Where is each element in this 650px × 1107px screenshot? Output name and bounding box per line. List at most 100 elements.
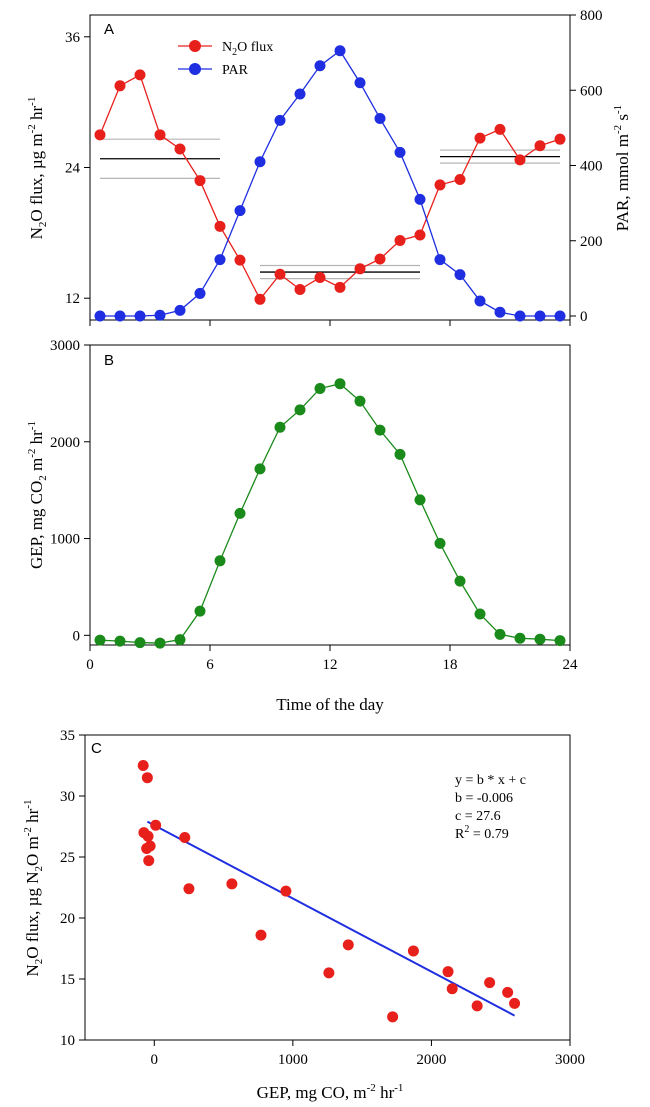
panel-b: B 0 6 12 18 24 0 1000 2000 3000 GEP, mg CO2 m-2 … [26,338,578,714]
data-point [454,575,466,587]
panel-b-x-tick-label: 18 [443,657,458,673]
data-point [514,154,526,166]
data-point [94,129,106,141]
scatter-point [143,855,155,867]
data-point [194,287,206,299]
data-point [534,633,546,645]
panel-a-right-tick-label: 600 [580,83,603,99]
data-point [294,404,306,416]
data-point [134,310,146,322]
panel-a-letter: A [104,21,114,38]
panel-c-y-tick-label: 10 [60,1033,75,1049]
panel-a: A 12 24 36 0 200 400 600 800 N2O flux PAR N2O f… [26,8,632,326]
data-point [334,378,346,390]
panel-a-left-tick-label: 12 [65,291,80,307]
panel-c-ylabel: N2O flux, µg N2O m-2 hr-1 [22,799,45,976]
legend: N2O flux PAR [178,40,273,78]
panel-c-x-tick-label: 0 [151,1052,159,1068]
data-point [234,205,246,217]
data-point [174,143,186,155]
data-point [374,424,386,436]
data-point [214,555,226,567]
panel-c: C 0 1000 2000 3000 10 15 20 25 30 35 y = b * x + … [22,728,585,1102]
data-point [494,628,506,640]
scatter-point [150,819,162,831]
data-point [374,112,386,124]
panel-b-ylabel: GEP, mg CO2 m-2 hr-1 [26,421,49,569]
scatter-point [342,939,354,951]
data-point [494,123,506,135]
data-point [314,60,326,72]
panel-a-right-ylabel: PAR, mmol m-2 s-1 [612,105,632,231]
scatter-point [137,760,149,771]
panel-c-y-tick-label: 15 [60,972,75,988]
data-point [274,114,286,126]
data-point [414,229,426,241]
data-point [314,383,326,395]
scatter-point [502,986,514,998]
data-point [434,179,446,191]
data-point [394,448,406,460]
scatter-point [179,831,191,843]
data-point [214,254,226,266]
data-point [454,173,466,185]
data-point [194,605,206,617]
panel-c-y-tick-label: 35 [60,728,75,744]
data-point [274,421,286,433]
panel-c-y-tick-label: 20 [60,911,75,927]
data-point [254,463,266,475]
scatter-point [226,878,238,890]
equation-line-2: b = -0.006 [455,791,513,806]
data-point [214,220,226,232]
data-point [354,263,366,275]
panel-c-letter: C [91,740,102,757]
panel-b-x-tick-label: 24 [563,657,579,673]
panel-b-y-tick-label: 2000 [50,435,80,451]
data-point [374,253,386,265]
panel-a-right-tick-label: 200 [580,234,603,250]
panel-c-y-tick-label: 30 [60,789,75,805]
data-point [394,146,406,158]
panel-a-left-tick-label: 36 [65,30,81,46]
panel-b-x-tick-label: 12 [323,657,338,673]
data-point [114,635,126,647]
panel-c-frame [84,734,571,1041]
data-point [554,310,566,322]
legend-par-label: PAR [222,63,249,78]
scatter-point [387,1011,399,1023]
data-point [174,634,186,646]
data-point [274,268,286,280]
data-point [154,637,166,649]
scatter-point [280,885,292,897]
panel-a-left-tick-label: 24 [65,161,81,177]
panel-a-frame [89,14,571,321]
data-point [534,140,546,152]
scatter-point [141,772,153,784]
data-point [334,45,346,57]
scatter-point [484,977,496,989]
panel-c-xlabel: GEP, mg CO, m-2 hr-1 [257,1082,404,1102]
legend-par-marker [189,63,201,75]
panel-b-xlabel: Time of the day [276,695,384,714]
scatter-point [142,830,154,842]
data-point [154,309,166,321]
data-point [234,254,246,266]
data-point [474,608,486,620]
data-point [414,494,426,506]
scatter-point [509,997,521,1009]
data-point [194,175,206,187]
panel-b-y-tick-label: 3000 [50,338,80,354]
data-point [314,272,326,284]
data-point [294,284,306,295]
scatter-point [183,883,195,895]
panel-a-right-tick-label: 400 [580,159,603,175]
data-point [154,129,166,141]
data-point [114,310,126,322]
scatter-point [407,945,419,957]
data-point [514,632,526,644]
panel-c-y-tick-label: 25 [60,850,75,866]
panel-b-frame [89,344,571,646]
data-point [134,637,146,649]
equation-r2: R2 = 0.79 [455,824,509,842]
